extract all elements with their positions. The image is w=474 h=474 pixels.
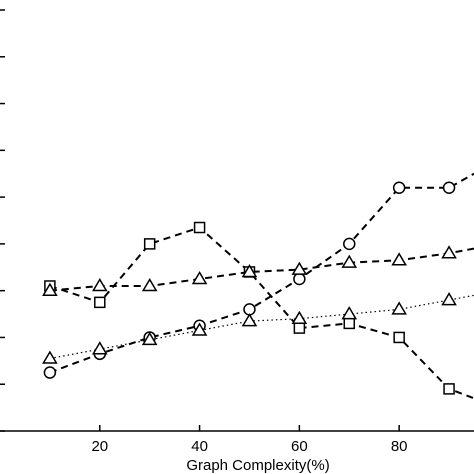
series-line-3 [49,247,474,292]
triangle-marker [91,341,108,355]
square-marker [393,331,405,344]
square-marker [443,383,455,395]
triangle-marker [291,261,308,275]
triangle-marker [91,278,108,292]
chart-series-lines [49,172,474,400]
x-tick-label: 40 [191,438,208,455]
chart-ticks: 20 40 60 80 [0,9,408,455]
triangle-marker [42,282,58,296]
triangle-marker [191,270,208,285]
triangle-marker [141,278,158,292]
square-marker [94,296,106,309]
circle-marker [293,272,306,286]
x-axis-label: Graph Complexity(%) [186,457,329,474]
triangle-marker [241,263,258,278]
triangle-marker [341,254,358,268]
x-tick-label: 80 [391,438,408,455]
circle-marker [43,366,57,379]
square-marker [193,221,206,234]
series-line-1 [49,172,474,374]
triangle-marker [191,322,208,336]
square-marker [143,238,156,250]
triangle-marker [441,245,457,259]
square-marker [343,317,356,330]
triangle-marker [241,313,258,327]
square-marker [293,322,306,334]
series-line-2 [49,226,474,400]
triangle-marker [391,301,407,315]
x-tick-label: 20 [91,438,108,455]
chart-series-markers [42,181,457,395]
triangle-marker [441,292,457,306]
circle-marker [442,181,456,195]
series-line-4 [49,294,474,360]
x-tick-label: 60 [291,438,308,455]
triangle-marker [141,331,158,346]
circle-marker [392,181,406,195]
triangle-marker [291,310,308,325]
triangle-marker [391,252,407,266]
triangle-marker [42,350,58,364]
triangle-marker [341,306,358,320]
circle-marker [343,237,356,251]
